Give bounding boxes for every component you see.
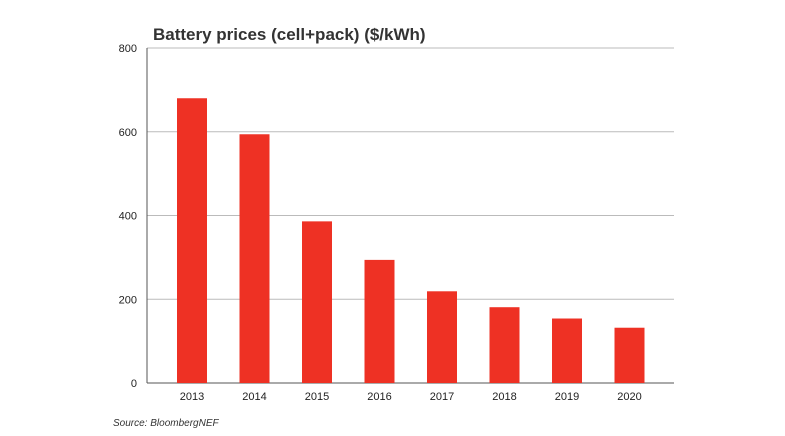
y-tick-label: 200 (119, 294, 137, 306)
y-tick-label: 400 (119, 211, 137, 223)
x-tick-label: 2016 (367, 391, 391, 403)
bar-2013 (177, 98, 207, 383)
bar-2020 (614, 327, 645, 383)
bar-2017 (427, 291, 457, 383)
x-tick-label: 2014 (242, 391, 266, 403)
bar-2015 (302, 221, 332, 383)
bars (177, 98, 645, 383)
x-tick-label: 2019 (555, 391, 579, 403)
x-tick-labels: 2013 2014 2015 2016 2017 2018 2019 2020 (180, 391, 642, 403)
x-tick-label: 2018 (492, 391, 516, 403)
x-tick-label: 2015 (305, 391, 329, 403)
grid-lines (147, 47, 674, 384)
x-tick-label: 2017 (430, 391, 454, 403)
x-tick-label: 2013 (180, 391, 204, 403)
x-tick-label: 2020 (617, 391, 641, 403)
chart-source: Source: BloombergNEF (113, 418, 219, 429)
y-tick-label: 800 (119, 43, 137, 55)
bar-2019 (552, 318, 582, 383)
bar-2014 (239, 134, 270, 383)
y-tick-label: 600 (119, 127, 137, 139)
bar-2016 (364, 259, 395, 383)
y-tick-label: 0 (131, 378, 137, 390)
bar-2018 (489, 307, 520, 383)
y-tick-labels: 0 200 400 600 800 (119, 43, 137, 390)
chart-title: Battery prices (cell+pack) ($/kWh) (153, 25, 426, 44)
